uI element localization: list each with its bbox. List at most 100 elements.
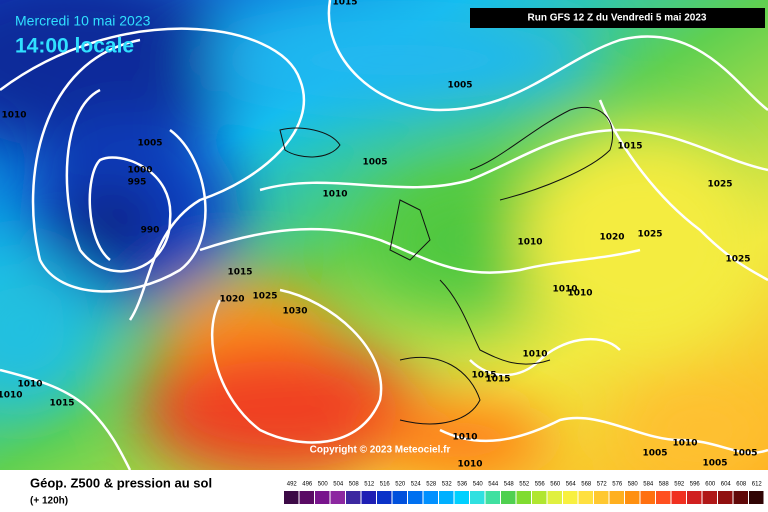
- scale-swatch: [284, 491, 299, 504]
- scale-label: 612: [752, 482, 763, 488]
- isobar-label: 1010: [457, 460, 482, 470]
- scale-swatch: [594, 491, 609, 504]
- scale-swatch: [749, 491, 764, 504]
- isobar-label: 1015: [471, 371, 496, 381]
- isobar-label: 1010: [522, 350, 547, 360]
- isobar-label: 1005: [642, 449, 667, 459]
- isobar-label: 1010: [1, 111, 26, 121]
- date-label: Mercredi 10 mai 2023: [15, 13, 151, 29]
- scale-label: 500: [318, 482, 329, 488]
- scale-swatch: [439, 491, 454, 504]
- coastlines: [279, 106, 614, 425]
- isobar-label: 1005: [732, 449, 757, 459]
- scale-swatch: [299, 491, 314, 504]
- time-label: 14:00 locale: [15, 35, 134, 58]
- scale-swatch: [733, 491, 748, 504]
- isobar-label: 1010: [17, 380, 42, 390]
- scale-label: 580: [628, 482, 639, 488]
- scale-swatch: [578, 491, 593, 504]
- isobar-label: 1015: [227, 268, 252, 278]
- scale-label: 604: [721, 482, 732, 488]
- scale-label: 528: [426, 482, 437, 488]
- isobar-label: 1005: [137, 139, 162, 149]
- scale-label: 532: [442, 482, 453, 488]
- scale-swatch: [330, 491, 345, 504]
- scale-swatch: [454, 491, 469, 504]
- scale-label: 588: [659, 482, 670, 488]
- scale-swatch: [609, 491, 624, 504]
- scale-label: 560: [550, 482, 561, 488]
- scale-label: 524: [411, 482, 422, 488]
- isobar-label: 1015: [332, 0, 357, 8]
- scale-swatch: [640, 491, 655, 504]
- scale-label: 544: [488, 482, 499, 488]
- scale-label: 520: [395, 482, 406, 488]
- scale-label: 576: [612, 482, 623, 488]
- scale-label: 508: [349, 482, 360, 488]
- scale-label: 504: [333, 482, 344, 488]
- scale-swatch: [346, 491, 361, 504]
- isobar-label: 1025: [725, 255, 750, 265]
- scale-swatch: [501, 491, 516, 504]
- scale-label: 592: [674, 482, 685, 488]
- isobar-label: 1005: [702, 459, 727, 469]
- scale-swatch: [702, 491, 717, 504]
- scale-label: 596: [690, 482, 701, 488]
- isobar-label: 1025: [637, 230, 662, 240]
- scale-swatch: [485, 491, 500, 504]
- isobar-label: 1020: [599, 233, 624, 243]
- scale-swatch: [547, 491, 562, 504]
- isobar-label: 1010: [672, 439, 697, 449]
- isobar-label: 1000: [127, 166, 152, 176]
- isobar-label: 1015: [49, 399, 74, 409]
- scale-label: 584: [643, 482, 654, 488]
- scale-swatch: [687, 491, 702, 504]
- scale-swatch: [516, 491, 531, 504]
- isobar-label: 1015: [617, 142, 642, 152]
- scale-label: 548: [504, 482, 515, 488]
- scale-swatch: [408, 491, 423, 504]
- isobar-label: 1010: [567, 289, 592, 299]
- scale-swatch: [361, 491, 376, 504]
- isobar-label: 1025: [252, 292, 277, 302]
- scale-label: 496: [302, 482, 313, 488]
- isobar-label: 1010: [517, 238, 542, 248]
- run-label: Run GFS 12 Z du Vendredi 5 mai 2023: [528, 13, 707, 24]
- scale-label: 536: [457, 482, 468, 488]
- scale-swatch: [470, 491, 485, 504]
- scale-swatch: [315, 491, 330, 504]
- scale-label: 540: [473, 482, 484, 488]
- isobar-label: 1015: [485, 375, 510, 385]
- scale-label: 564: [566, 482, 577, 488]
- scale-swatch: [532, 491, 547, 504]
- isobar-label: 1030: [282, 307, 307, 317]
- isobar-label: 1010: [0, 391, 23, 401]
- scale-swatch: [392, 491, 407, 504]
- scale-label: 568: [581, 482, 592, 488]
- isobar-label: 1010: [452, 433, 477, 443]
- isobar-label: 1020: [219, 295, 244, 305]
- scale-label: 600: [705, 482, 716, 488]
- isobar-label: 990: [141, 226, 160, 236]
- copyright: Copyright © 2023 Meteociel.fr: [310, 445, 451, 456]
- isobar-label: 1025: [707, 180, 732, 190]
- scale-label: 492: [287, 482, 298, 488]
- scale-swatch: [563, 491, 578, 504]
- scale-swatch: [656, 491, 671, 504]
- scale-label: 556: [535, 482, 546, 488]
- isobar-label: 995: [128, 178, 147, 188]
- scale-label: 608: [736, 482, 747, 488]
- isobar-label: 1010: [552, 285, 577, 295]
- isobars: [0, 0, 768, 470]
- scale-label: 572: [597, 482, 608, 488]
- isobar-label: 1005: [362, 158, 387, 168]
- footer-title: Géop. Z500 & pression au sol: [30, 475, 212, 490]
- isobar-label: 1005: [447, 81, 472, 91]
- scale-label: 512: [364, 482, 375, 488]
- scale-swatch: [377, 491, 392, 504]
- scale-label: 516: [380, 482, 391, 488]
- scale-swatch: [718, 491, 733, 504]
- scale-swatch: [423, 491, 438, 504]
